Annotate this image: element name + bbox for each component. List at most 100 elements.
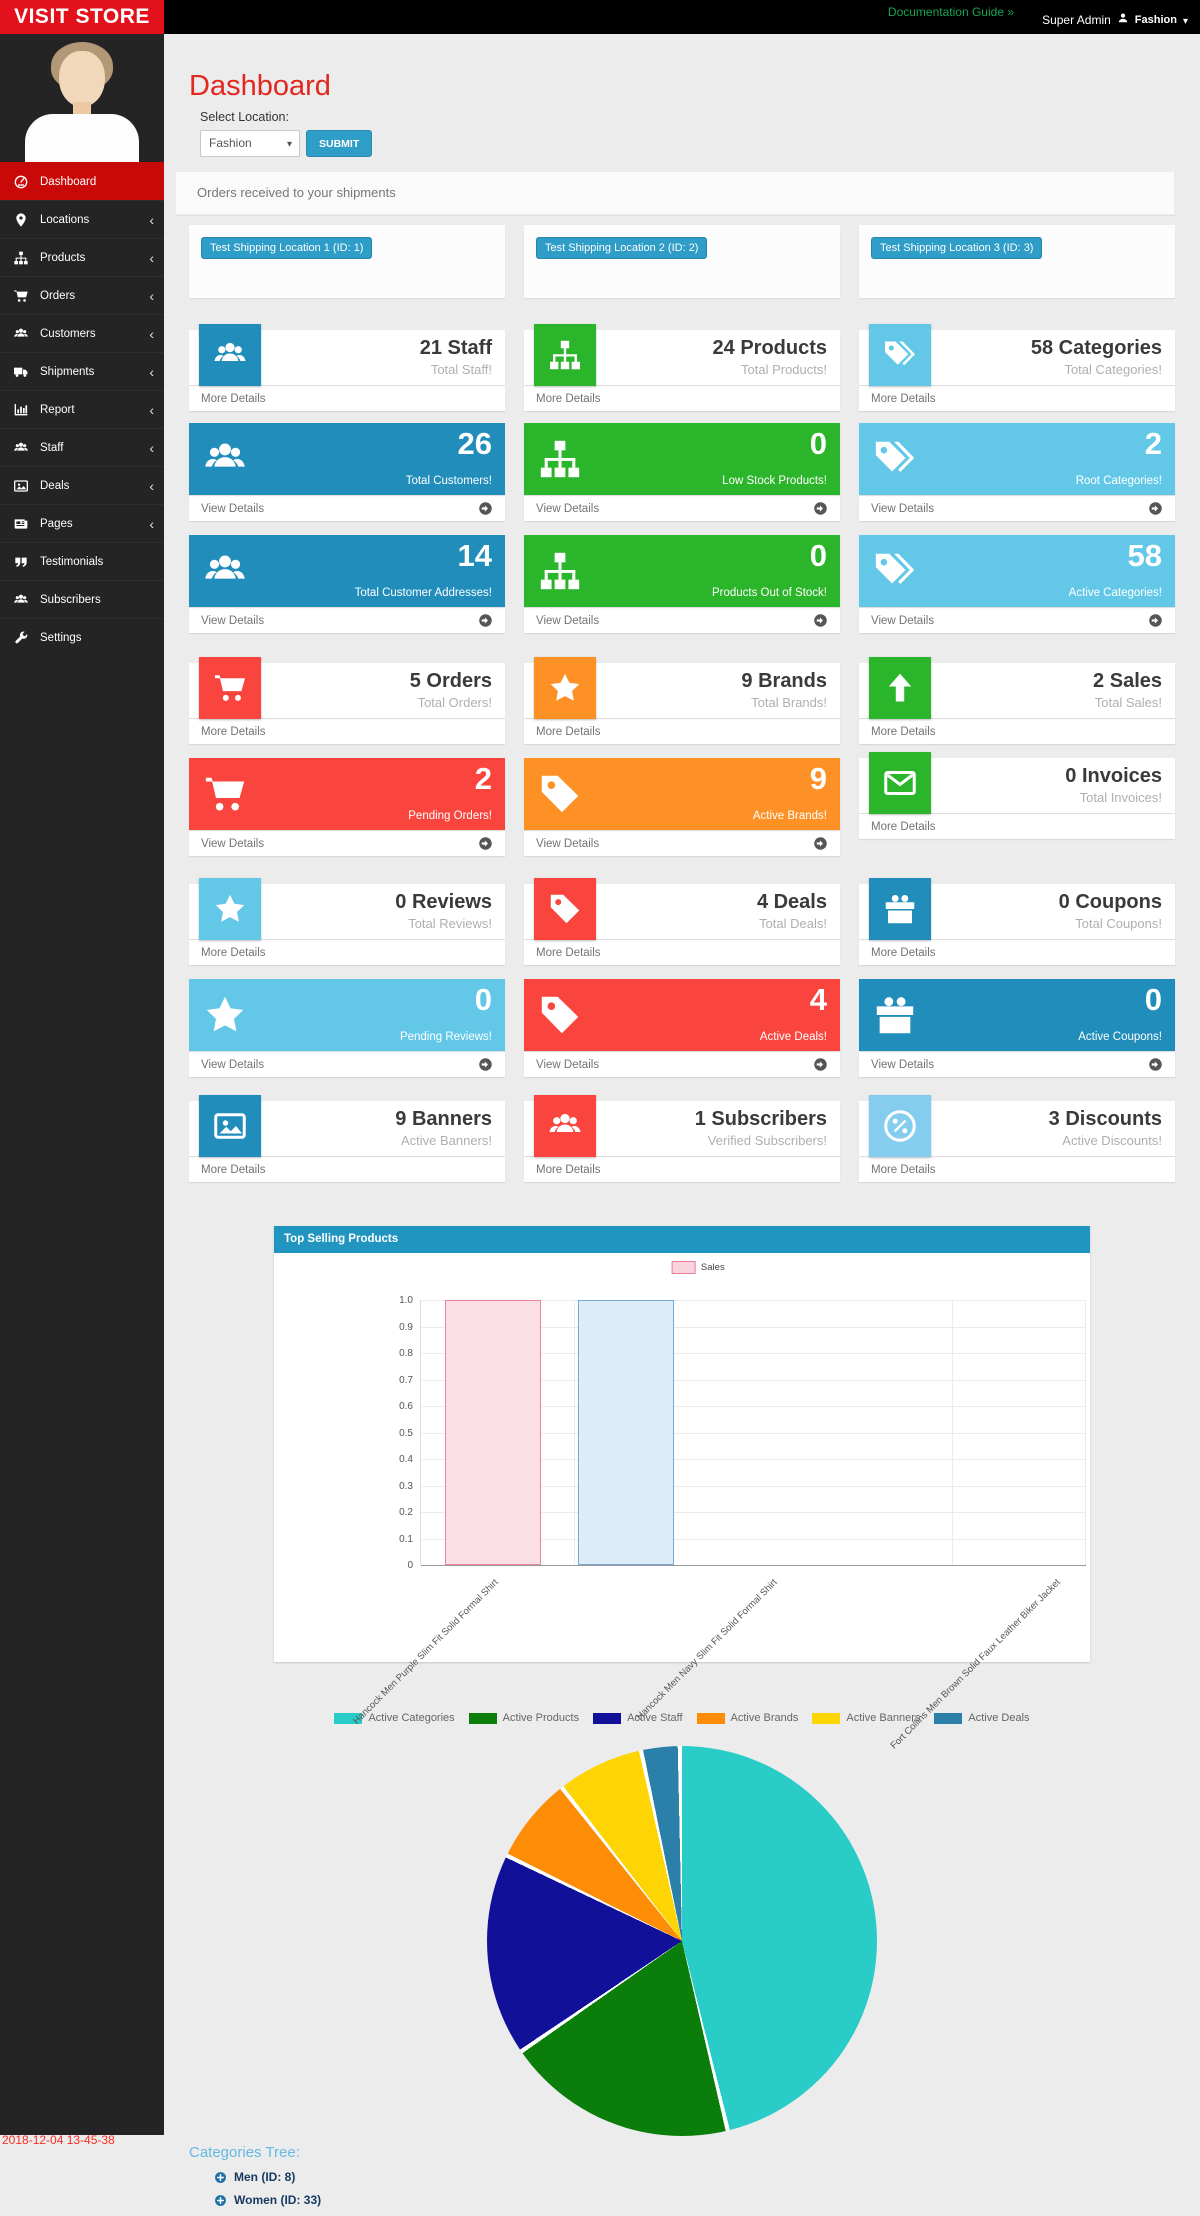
view-details-link[interactable]: View Details [201,837,265,850]
more-details-link[interactable]: More Details [201,946,266,959]
sidebar-item-pages[interactable]: Pages ‹ [0,504,164,542]
top-bar: VISIT STORE Documentation Guide » Super … [0,0,1200,34]
legend-item: Active Staff [593,1712,683,1724]
stat-sublabel: Total Brands! [751,695,827,710]
chevron-left-icon: ‹ [149,515,154,532]
visit-store-button[interactable]: VISIT STORE [0,0,164,34]
sidebar-item-report[interactable]: Report ‹ [0,390,164,428]
shipping-location-card: Test Shipping Location 2 (ID: 2) [524,225,840,298]
chevron-left-icon: ‹ [149,325,154,342]
sidebar-item-subscribers[interactable]: Subscribers [0,580,164,618]
more-details-link[interactable]: More Details [871,820,936,833]
more-details-link[interactable]: More Details [536,392,601,405]
view-details-link[interactable]: View Details [871,614,935,627]
sitemap-icon [550,340,580,370]
sidebar-item-customers[interactable]: Customers ‹ [0,314,164,352]
stat-card-footer: View Details [524,607,840,633]
sidebar-item-deals[interactable]: Deals ‹ [0,466,164,504]
shipping-location-button[interactable]: Test Shipping Location 1 (ID: 1) [201,237,373,259]
category-tree-item-women[interactable]: Women (ID: 33) [214,2193,1200,2207]
stat-card-footer: More Details [189,385,505,411]
gridline [421,1432,1086,1434]
sidebar-item-staff[interactable]: Staff ‹ [0,428,164,466]
arrow-circle-right-icon[interactable] [813,1057,828,1072]
select-caret-icon [287,131,292,157]
admin-menu[interactable]: Super Admin Fashion [1042,12,1188,27]
arrow-circle-right-icon[interactable] [813,836,828,851]
view-details-link[interactable]: View Details [201,1058,265,1071]
view-details-link[interactable]: View Details [871,1058,935,1071]
more-details-link[interactable]: More Details [871,1163,936,1176]
stat-value: 9 Brands [741,670,827,692]
sidebar-item-testimonials[interactable]: Testimonials [0,542,164,580]
view-details-link[interactable]: View Details [536,837,600,850]
tile-row: 26 Total Customers! View Details 0 Low Stock… [189,417,1175,521]
location-select[interactable]: Fashion [200,130,300,157]
sidebar-item-products[interactable]: Products ‹ [0,238,164,276]
view-details-link[interactable]: View Details [871,502,935,515]
more-details-link[interactable]: More Details [871,392,936,405]
arrow-circle-right-icon[interactable] [478,613,493,628]
y-axis-tick: 0.5 [399,1427,413,1439]
more-details-link[interactable]: More Details [871,946,936,959]
view-details-link[interactable]: View Details [536,502,600,515]
sidebar-item-label: Customers [40,327,96,340]
stat-card: 0 Coupons Total Coupons! More Details [859,878,1175,965]
stat-card-body: 14 Total Customer Addresses! [189,535,505,607]
arrow-circle-right-icon[interactable] [813,501,828,516]
users-icon [214,342,246,361]
y-axis-tick: 0.1 [399,1533,413,1545]
more-details-link[interactable]: More Details [871,725,936,738]
sidebar-item-shipments[interactable]: Shipments ‹ [0,352,164,390]
arrow-circle-right-icon[interactable] [478,1057,493,1072]
stat-sublabel: Active Deals! [759,1031,827,1043]
stat-sublabel: Total Staff! [430,362,492,377]
stat-card-body: 58 Categories Total Categories! [859,324,1175,386]
more-details-link[interactable]: More Details [201,725,266,738]
arrow-circle-icon [814,1058,827,1071]
documentation-guide-link[interactable]: Documentation Guide » [887,5,1014,19]
category-tree-item-men[interactable]: Men (ID: 8) [214,2170,1200,2184]
arrow-circle-right-icon[interactable] [1148,1057,1163,1072]
sidebar-item-label: Deals [40,479,70,492]
stat-card-body: 21 Staff Total Staff! [189,324,505,386]
more-details-link[interactable]: More Details [536,725,601,738]
sidebar-item-locations[interactable]: Locations ‹ [0,200,164,238]
stat-card: 2 Sales Total Sales! More Details [859,657,1175,744]
more-details-link[interactable]: More Details [536,946,601,959]
sidebar-item-orders[interactable]: Orders ‹ [0,276,164,314]
submit-button[interactable]: SUBMIT [306,130,373,157]
sidebar-item-dashboard[interactable]: Dashboard [0,162,164,200]
shipping-location-card: Test Shipping Location 3 (ID: 3) [859,225,1175,298]
gridline [574,1300,576,1565]
stat-sublabel: Total Coupons! [1075,916,1162,931]
more-details-link[interactable]: More Details [201,1163,266,1176]
stat-card-body: 26 Total Customers! [189,423,505,495]
tag-icon [550,894,580,924]
arrow-circle-right-icon[interactable] [1148,613,1163,628]
arrow-circle-right-icon[interactable] [478,836,493,851]
chevron-left-icon: ‹ [149,287,154,304]
arrow-circle-right-icon[interactable] [813,613,828,628]
more-details-link[interactable]: More Details [201,392,266,405]
view-details-link[interactable]: View Details [536,1058,600,1071]
arrow-circle-right-icon[interactable] [478,501,493,516]
arrow-circle-right-icon[interactable] [1148,501,1163,516]
bar-sales-1 [577,1300,675,1565]
stat-sublabel: Pending Orders! [408,810,492,822]
star-icon-box [199,878,261,940]
chevron-left-icon: ‹ [149,477,154,494]
sidebar-item-settings[interactable]: Settings [0,618,164,656]
select-location-label: Select Location: [200,110,289,124]
more-details-link[interactable]: More Details [536,1163,601,1176]
sidebar-item-label: Locations [40,213,90,226]
shipping-location-button[interactable]: Test Shipping Location 2 (ID: 2) [536,237,708,259]
view-details-link[interactable]: View Details [201,502,265,515]
sitemap-icon-box [534,324,596,386]
view-details-link[interactable]: View Details [536,614,600,627]
stat-value: 14 [457,538,492,573]
chevron-left-icon: ‹ [149,439,154,456]
view-details-link[interactable]: View Details [201,614,265,627]
shipping-location-button[interactable]: Test Shipping Location 3 (ID: 3) [871,237,1043,259]
sidebar-item-label: Products [40,251,86,264]
